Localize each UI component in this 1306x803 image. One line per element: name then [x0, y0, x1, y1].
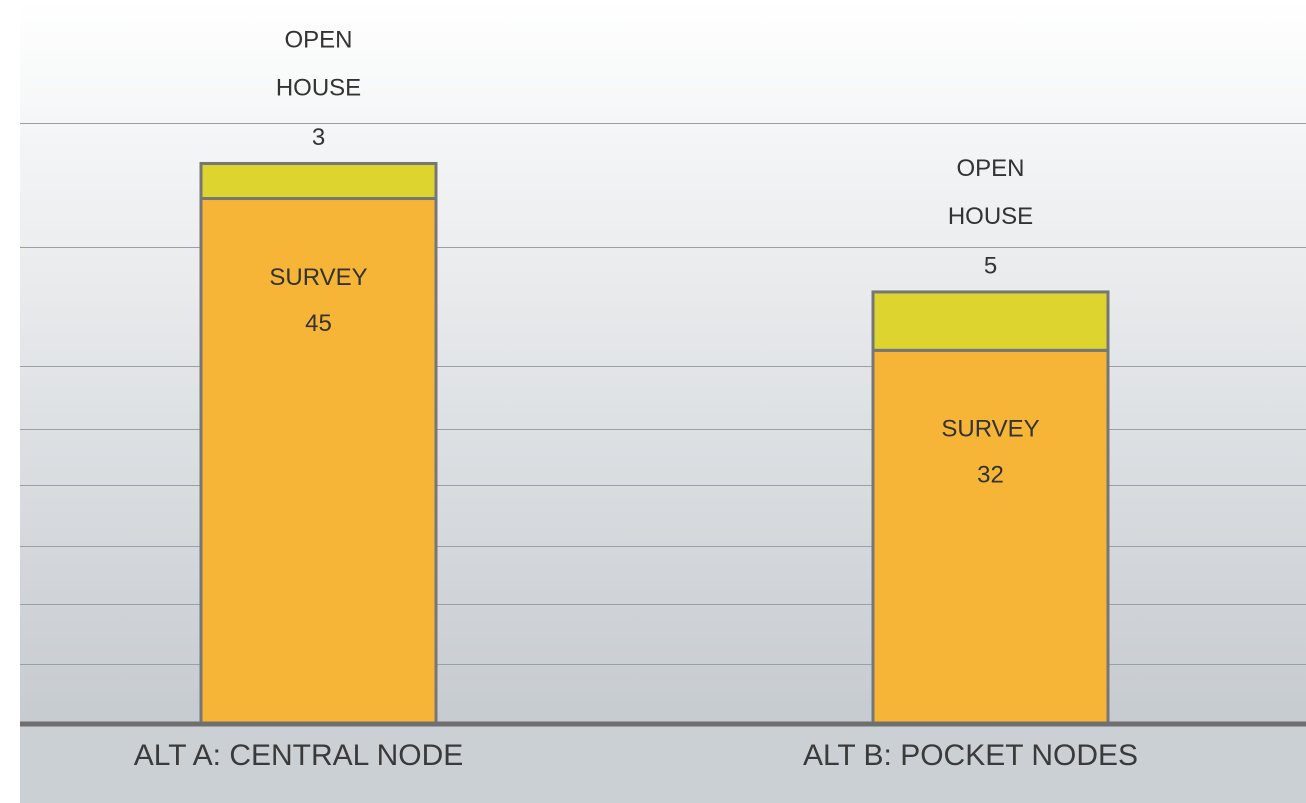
bars: SURVEY 45 3 OPEN HOUSE SURVEY 32 5 OPEN HOUSE — [199, 27, 1110, 726]
data-label: 3 — [312, 124, 325, 151]
segment-name: OPEN HOUSE — [948, 155, 1033, 230]
bar-segment — [199, 197, 438, 726]
segment-name: SURVEY — [941, 416, 1039, 443]
bar-segment — [871, 348, 1110, 726]
bar-segment — [199, 161, 438, 201]
data-label: 5 — [984, 252, 997, 279]
data-label: 45 — [305, 310, 332, 337]
data-label: 32 — [977, 462, 1004, 489]
x-tick-label: ALT B: POCKET NODES — [803, 739, 1138, 772]
axis-band — [20, 724, 1306, 803]
segment-name: OPEN HOUSE — [276, 27, 361, 102]
segment-name: SURVEY — [269, 264, 367, 291]
bar-segment — [871, 290, 1110, 352]
x-tick-label: ALT A: CENTRAL NODE — [134, 739, 464, 772]
